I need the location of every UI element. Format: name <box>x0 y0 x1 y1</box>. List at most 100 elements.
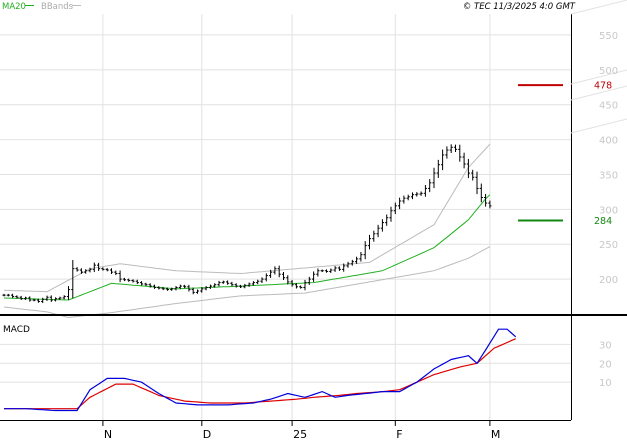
price-bar <box>471 169 475 181</box>
resistance-level-label: 478 <box>594 81 612 92</box>
price-bar <box>363 241 367 260</box>
price-bar <box>393 202 397 215</box>
price-bar <box>144 282 148 286</box>
price-bar <box>415 192 419 197</box>
price-bar <box>432 167 436 189</box>
price-bar <box>307 276 311 285</box>
price-bar <box>243 283 247 289</box>
price-bar <box>204 286 208 291</box>
price-bar <box>251 281 255 286</box>
axis-corner-line-3 <box>570 118 627 134</box>
price-bar <box>11 293 15 298</box>
price-bar <box>19 295 23 301</box>
price-bar <box>402 195 406 204</box>
price-bar <box>84 269 88 274</box>
price-bar <box>54 297 58 302</box>
price-bar <box>161 286 165 291</box>
price-bar <box>475 171 479 195</box>
price-bar <box>462 152 466 169</box>
price-bar <box>466 158 470 179</box>
copyright-text: © TEC 11/3/2025 4:0 GMT <box>463 2 576 12</box>
y-tick-label-500: 500 <box>599 66 618 77</box>
price-bar <box>372 230 376 242</box>
price-bar <box>97 262 101 271</box>
price-bar <box>165 287 169 291</box>
price-bar <box>6 293 10 297</box>
price-bar <box>277 265 281 278</box>
price-bar <box>359 252 363 262</box>
price-bar <box>32 298 36 302</box>
price-bar <box>406 194 410 201</box>
price-bar <box>23 296 28 300</box>
price-bar <box>376 224 380 238</box>
y-tick-label-550: 550 <box>599 31 618 42</box>
price-bar <box>449 144 453 154</box>
price-bar <box>230 281 234 287</box>
price-bar <box>66 286 71 300</box>
price-levels: 478 284 <box>518 81 612 227</box>
price-bar <box>2 293 6 297</box>
support-level-label: 284 <box>594 216 612 227</box>
price-bar <box>350 259 354 266</box>
price-bar <box>135 279 139 285</box>
y-tick-label-200: 200 <box>599 275 618 286</box>
price-bar <box>28 296 32 302</box>
bbands-legend-label: BBands <box>41 2 74 12</box>
price-bar <box>152 284 157 289</box>
y-tick-label-350: 350 <box>599 170 618 181</box>
price-bar <box>79 268 83 274</box>
price-bar <box>436 159 440 178</box>
axis-corner-line-1 <box>570 69 627 85</box>
price-bar <box>445 146 449 159</box>
macd-signal-line <box>4 338 516 410</box>
price-bar <box>299 285 303 289</box>
price-bar <box>157 286 161 290</box>
price-bar <box>41 297 45 304</box>
price-bar <box>320 269 324 272</box>
price-bar <box>484 193 488 207</box>
price-bar <box>49 295 53 302</box>
price-bar <box>337 266 341 271</box>
y-tick-label-300: 300 <box>599 205 618 216</box>
price-bar <box>419 191 423 196</box>
price-bar <box>226 280 230 285</box>
axis-ticks: 200 250 300 350 400 450 500 550 10 20 30 N D 25 F M <box>102 31 618 440</box>
price-bar <box>346 261 350 268</box>
price-bar <box>170 287 174 291</box>
bollinger-bands <box>3 143 491 319</box>
price-bar <box>355 256 359 264</box>
price-bar <box>247 282 251 287</box>
price-bar <box>312 271 316 282</box>
price-bar <box>140 281 144 286</box>
price-bar <box>200 287 204 293</box>
ma20-legend-label: MA20 <box>2 2 26 12</box>
price-bar <box>281 271 286 280</box>
price-bar <box>269 269 273 278</box>
macd-line <box>4 328 517 412</box>
axis-corner-line-0 <box>570 0 627 15</box>
price-bar <box>131 279 135 283</box>
price-bar <box>195 289 200 294</box>
price-bar <box>316 268 320 277</box>
price-bar <box>342 263 346 272</box>
price-bar <box>187 284 191 292</box>
ma20-series-line <box>3 194 491 301</box>
x-tick-label-N: N <box>104 428 112 440</box>
price-bar <box>234 283 238 288</box>
x-tick-label-D: D <box>203 428 211 440</box>
price-bar <box>398 197 402 210</box>
price-bar <box>423 185 427 197</box>
price-bar <box>101 267 105 271</box>
macd-lines <box>4 328 517 412</box>
price-bar <box>183 284 187 289</box>
price-bar <box>303 279 307 291</box>
bband-lower-line <box>3 246 491 319</box>
price-bars <box>2 144 492 304</box>
price-bar <box>178 284 182 289</box>
price-bar <box>380 219 384 232</box>
price-bar <box>217 280 221 287</box>
y-tick-label-250: 250 <box>599 240 618 251</box>
price-bar <box>213 283 217 288</box>
price-bar <box>15 295 19 299</box>
